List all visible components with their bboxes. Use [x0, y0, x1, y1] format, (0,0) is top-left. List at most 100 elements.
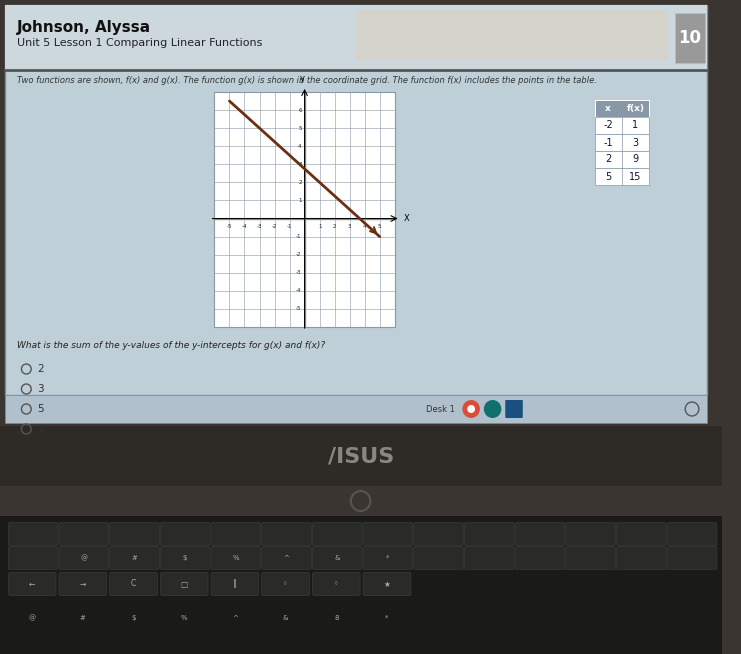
FancyBboxPatch shape: [465, 523, 514, 545]
Text: -2: -2: [296, 252, 302, 257]
FancyBboxPatch shape: [413, 523, 463, 545]
Text: 4: 4: [363, 224, 367, 228]
FancyBboxPatch shape: [110, 523, 159, 545]
FancyBboxPatch shape: [566, 547, 616, 570]
Text: &: &: [334, 555, 340, 561]
Circle shape: [462, 400, 480, 418]
Text: Desk 1: Desk 1: [425, 405, 454, 413]
Text: f(x): f(x): [626, 104, 645, 113]
FancyBboxPatch shape: [515, 523, 565, 545]
Text: 3: 3: [298, 162, 302, 167]
Text: ◦: ◦: [334, 579, 339, 589]
Text: ◦: ◦: [283, 579, 288, 589]
FancyBboxPatch shape: [262, 547, 311, 570]
Circle shape: [484, 400, 502, 418]
Text: ★: ★: [384, 579, 391, 589]
Text: %: %: [233, 555, 239, 561]
Text: 5: 5: [605, 171, 611, 182]
Text: #: #: [132, 555, 137, 561]
FancyBboxPatch shape: [465, 547, 514, 570]
Text: -3: -3: [296, 270, 302, 275]
Text: x: x: [605, 104, 611, 113]
FancyBboxPatch shape: [313, 572, 360, 596]
Text: *: *: [386, 555, 390, 561]
Text: 2: 2: [605, 154, 611, 165]
FancyBboxPatch shape: [363, 523, 413, 545]
Text: 2: 2: [298, 180, 302, 185]
Text: &: &: [283, 615, 288, 621]
Text: □: □: [181, 579, 187, 589]
FancyBboxPatch shape: [313, 523, 362, 545]
FancyBboxPatch shape: [110, 547, 159, 570]
Bar: [594, 134, 649, 151]
Bar: [5, 395, 707, 423]
Bar: [676, 13, 705, 63]
Text: 9: 9: [632, 154, 639, 165]
FancyBboxPatch shape: [211, 523, 261, 545]
FancyBboxPatch shape: [160, 523, 210, 545]
Text: ‖: ‖: [233, 579, 237, 589]
FancyBboxPatch shape: [617, 547, 666, 570]
FancyBboxPatch shape: [59, 523, 109, 545]
Text: 1: 1: [298, 198, 302, 203]
Text: 10: 10: [679, 29, 702, 47]
FancyBboxPatch shape: [160, 572, 208, 596]
FancyBboxPatch shape: [667, 523, 717, 545]
Text: Unit 5 Lesson 1 Comparing Linear Functions: Unit 5 Lesson 1 Comparing Linear Functio…: [16, 38, 262, 48]
Text: @: @: [80, 555, 87, 561]
FancyBboxPatch shape: [413, 547, 463, 570]
Text: ^: ^: [284, 555, 290, 561]
FancyBboxPatch shape: [110, 572, 157, 596]
Text: 2: 2: [37, 364, 44, 374]
Text: X: X: [404, 214, 409, 223]
Text: %: %: [181, 615, 187, 621]
FancyBboxPatch shape: [363, 547, 413, 570]
FancyBboxPatch shape: [363, 572, 411, 596]
Text: -2: -2: [603, 120, 613, 131]
FancyBboxPatch shape: [515, 547, 565, 570]
Text: -3: -3: [256, 224, 262, 228]
Bar: [594, 117, 649, 134]
Text: Two functions are shown, f(x) and g(x). The function g(x) is shown in the coordi: Two functions are shown, f(x) and g(x). …: [16, 76, 597, 85]
Text: 4: 4: [298, 144, 302, 148]
Text: 7: 7: [37, 424, 44, 434]
Text: #: #: [80, 615, 86, 621]
FancyBboxPatch shape: [59, 547, 109, 570]
FancyBboxPatch shape: [262, 523, 311, 545]
Bar: [214, 92, 395, 327]
Text: -1: -1: [603, 137, 613, 148]
Text: 5: 5: [298, 126, 302, 131]
Text: 1: 1: [318, 224, 322, 228]
Bar: [594, 151, 649, 168]
Text: y: y: [300, 74, 305, 83]
Text: -4: -4: [242, 224, 247, 228]
Text: -5: -5: [227, 224, 232, 228]
FancyBboxPatch shape: [211, 547, 261, 570]
Circle shape: [468, 405, 475, 413]
Bar: [5, 5, 707, 395]
Text: /ISUS: /ISUS: [328, 446, 393, 466]
Text: -5: -5: [296, 307, 302, 311]
Text: 5: 5: [378, 224, 382, 228]
FancyBboxPatch shape: [59, 572, 107, 596]
Bar: [0, 516, 722, 654]
FancyBboxPatch shape: [313, 547, 362, 570]
Text: ^: ^: [232, 615, 238, 621]
FancyBboxPatch shape: [8, 523, 58, 545]
Text: 6: 6: [298, 107, 302, 112]
Bar: [594, 100, 649, 117]
Text: 1: 1: [632, 120, 639, 131]
Text: 3: 3: [37, 384, 44, 394]
Text: →: →: [80, 579, 86, 589]
Text: ←: ←: [29, 579, 36, 589]
Bar: [594, 168, 649, 185]
Text: 8: 8: [334, 615, 339, 621]
Text: 2: 2: [333, 224, 336, 228]
FancyBboxPatch shape: [566, 523, 616, 545]
Text: 3: 3: [632, 137, 639, 148]
Text: C: C: [131, 579, 136, 589]
Text: -2: -2: [272, 224, 277, 228]
FancyBboxPatch shape: [8, 547, 58, 570]
Text: 3: 3: [348, 224, 351, 228]
Text: What is the sum of the y-values of the y-intercepts for g(x) and f(x)?: What is the sum of the y-values of the y…: [16, 341, 325, 350]
